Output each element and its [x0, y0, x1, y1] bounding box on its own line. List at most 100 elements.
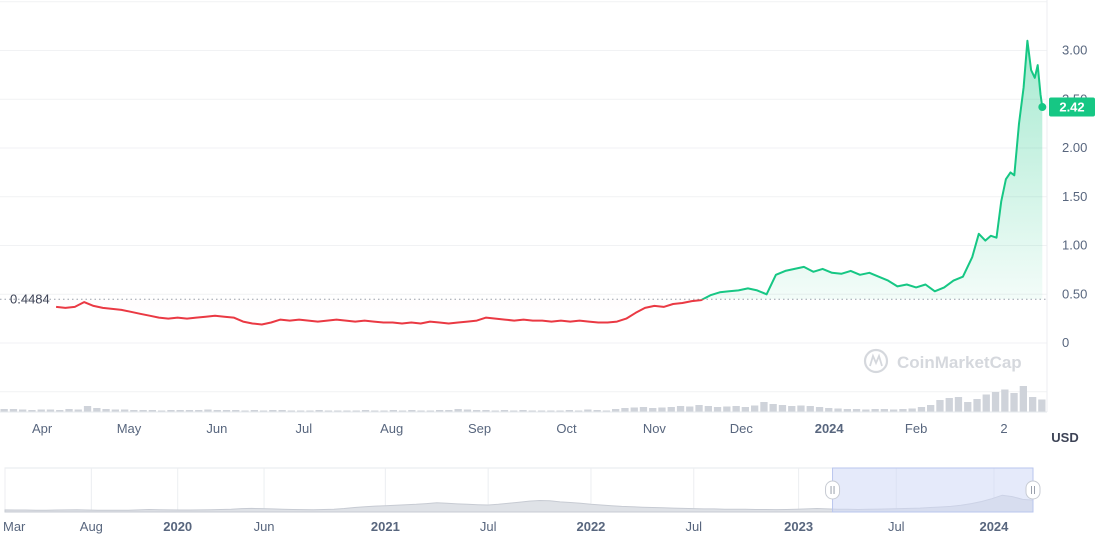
volume-bar — [862, 409, 870, 412]
navigator-right-handle[interactable] — [1025, 480, 1041, 500]
x-tick-label: 2024 — [815, 421, 845, 436]
volume-bar — [37, 409, 45, 412]
volume-bar — [352, 410, 360, 412]
volume-bar — [973, 399, 981, 412]
volume-bar — [1038, 399, 1046, 412]
volume-bar — [83, 406, 92, 412]
handle-grip[interactable] — [825, 480, 841, 500]
volume-bar — [1010, 393, 1018, 412]
volume-bar — [148, 410, 156, 412]
x-tick-label: Oct — [556, 421, 577, 436]
volume-bar — [658, 407, 666, 412]
navigator-tick-label: Mar — [3, 519, 26, 534]
volume-bar — [473, 410, 481, 412]
volume-bar — [9, 409, 18, 412]
current-price-label: 2.42 — [1059, 100, 1084, 115]
volume-bar — [880, 409, 888, 412]
volume-bar — [575, 410, 583, 412]
navigator-ticks: Mar Aug 2020 Jun 2021 Jul 2022 Jul 2023 Jul 2024 — [3, 519, 1009, 534]
y-tick-label: 3.00 — [1062, 43, 1087, 58]
x-tick-label: Jun — [206, 421, 227, 436]
price-line — [55, 39, 1044, 326]
volume-bar — [927, 405, 935, 412]
volume-bar — [852, 409, 861, 412]
volume-bar — [982, 394, 990, 412]
volume-bar — [324, 410, 333, 412]
x-axis-ticks: Apr May Jun Jul Aug Sep Oct Nov Dec 2024 Feb 2 — [32, 421, 1008, 436]
volume-bar — [482, 410, 490, 412]
volume-bar — [436, 410, 444, 412]
volume-bar — [454, 409, 462, 412]
x-tick-label: Sep — [468, 421, 491, 436]
volume-bar — [278, 410, 286, 412]
volume-bar — [306, 410, 314, 412]
volume-bar — [528, 410, 536, 412]
volume-bar — [686, 406, 694, 412]
volume-bar — [121, 409, 129, 412]
volume-bar — [964, 402, 972, 412]
volume-bar — [1029, 397, 1037, 412]
navigator-tick-label: 2024 — [979, 519, 1009, 534]
volume-bar — [222, 410, 231, 412]
volume-bar — [954, 397, 963, 412]
volume-bar — [371, 410, 379, 412]
handle-grip[interactable] — [1025, 480, 1041, 500]
volume-bar — [491, 410, 499, 412]
volume-bar — [389, 410, 397, 412]
volume-bar — [74, 409, 82, 412]
volume-bar — [760, 402, 768, 412]
volume-bar — [241, 410, 249, 412]
volume-bar — [806, 406, 814, 412]
volume-bar — [1001, 389, 1009, 412]
range-navigator[interactable]: Mar Aug 2020 Jun 2021 Jul 2022 Jul 2023 Jul 2024 — [3, 467, 1041, 534]
y-tick-label: 1.50 — [1062, 189, 1087, 204]
navigator-tick-label: 2023 — [784, 519, 813, 534]
volume-bar — [65, 409, 73, 412]
volume-bar — [630, 407, 638, 412]
volume-bar — [825, 408, 833, 412]
price-line-up — [699, 39, 1044, 300]
volume-bar — [380, 410, 388, 412]
volume-bar — [917, 407, 926, 412]
volume-bar — [0, 409, 8, 412]
volume-bar — [343, 410, 351, 412]
volume-bar — [111, 409, 119, 412]
x-tick-label: May — [117, 421, 142, 436]
navigator-tick-label: Jul — [888, 519, 905, 534]
volume-bar — [584, 409, 592, 412]
volume-bars — [0, 386, 1046, 412]
volume-bar — [269, 410, 277, 412]
navigator-tick-label: Jul — [685, 519, 702, 534]
volume-bar — [176, 410, 184, 412]
y-tick-label: 1.00 — [1062, 238, 1087, 253]
volume-bar — [1019, 386, 1027, 412]
watermark: CoinMarketCap — [863, 348, 1022, 374]
volume-bar — [593, 410, 601, 412]
navigator-tick-label: Jul — [480, 519, 497, 534]
volume-bar — [667, 407, 675, 412]
volume-bar — [713, 407, 722, 412]
coinmarketcap-logo-mark-icon — [869, 353, 883, 367]
navigator-selection[interactable] — [832, 467, 1034, 513]
x-tick-label: Nov — [643, 421, 667, 436]
volume-bar — [232, 410, 240, 412]
volume-bar — [871, 409, 879, 412]
currency-unit-label: USD — [1051, 430, 1078, 445]
current-price-dot — [1038, 103, 1047, 112]
navigator-tick-label: Aug — [80, 519, 103, 534]
volume-bar — [19, 409, 27, 412]
x-tick-label: Dec — [730, 421, 754, 436]
volume-bar — [56, 410, 64, 412]
y-tick-label: 2.00 — [1062, 140, 1087, 155]
volume-bar — [93, 408, 101, 412]
volume-bar — [315, 410, 323, 412]
x-tick-label: Apr — [32, 421, 53, 436]
volume-bar — [500, 410, 509, 412]
volume-bar — [797, 405, 805, 412]
navigator-left-handle[interactable] — [825, 480, 841, 500]
volume-bar — [695, 405, 703, 412]
volume-bar — [213, 410, 221, 412]
price-area — [56, 40, 1043, 325]
volume-bar — [417, 410, 425, 412]
